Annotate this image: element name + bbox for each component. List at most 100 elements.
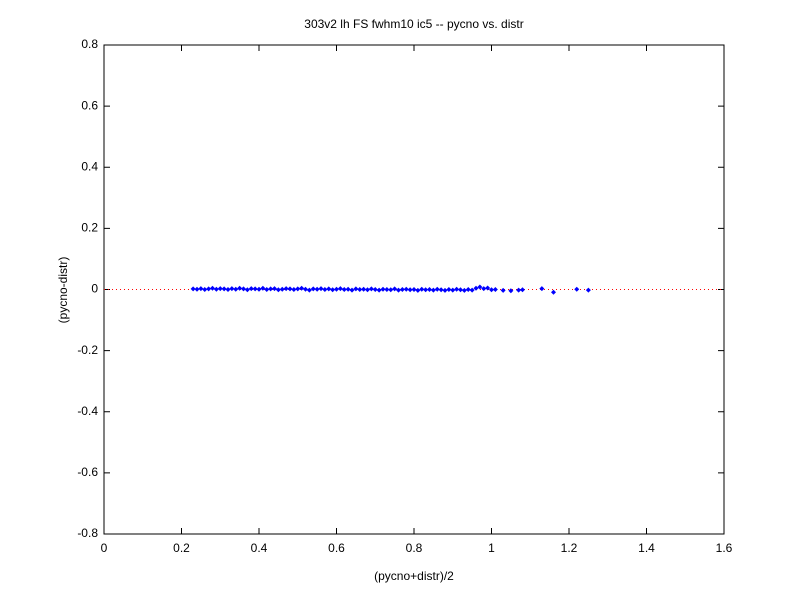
x-tick-label: 1.2: [561, 541, 578, 555]
x-tick-label: 0.8: [406, 541, 423, 555]
scatter-point: [450, 287, 456, 293]
scatter-point: [287, 286, 293, 292]
scatter-point: [403, 286, 409, 292]
scatter-point: [477, 284, 483, 290]
scatter-point: [427, 287, 432, 292]
scatter-point: [473, 285, 479, 291]
y-tick-label: 0.2: [81, 221, 98, 235]
scatter-point: [419, 286, 425, 292]
scatter-point: [442, 287, 448, 293]
scatter-point: [291, 287, 297, 292]
scatter-point: [233, 286, 239, 292]
scatter-point: [380, 286, 386, 292]
scatter-point: [368, 286, 374, 292]
scatter-point: [411, 287, 417, 292]
scatter-point: [237, 285, 243, 291]
x-axis-label: (pycno+distr)/2: [374, 569, 454, 583]
scatter-point: [345, 286, 351, 292]
scatter-point: [206, 286, 212, 292]
x-tick-label: 0.4: [251, 541, 268, 555]
scatter-point: [244, 287, 250, 293]
scatter-point: [306, 287, 312, 293]
scatter-point: [260, 285, 266, 291]
scatter-point: [574, 286, 580, 292]
scatter-point: [337, 286, 343, 292]
scatter-point: [469, 287, 475, 293]
scatter-point: [438, 287, 444, 293]
scatter-point: [500, 287, 506, 293]
scatter-point: [349, 287, 355, 293]
scatter-point: [318, 286, 324, 292]
y-axis-label: (pycno-distr): [56, 257, 70, 324]
scatter-point: [256, 286, 262, 292]
scatter-point: [283, 286, 289, 292]
y-tick-label: -0.4: [77, 404, 98, 418]
scatter-point: [353, 286, 359, 292]
scatter-point: [295, 286, 301, 292]
y-tick-label: 0.4: [81, 159, 98, 173]
scatter-point: [217, 286, 223, 292]
scatter-point: [190, 286, 196, 292]
scatter-point: [551, 289, 556, 295]
scatter-point: [465, 287, 471, 292]
scatter-point: [213, 286, 219, 292]
scatter-point: [279, 286, 285, 292]
scatter-point: [454, 286, 460, 292]
scatter-point: [539, 286, 545, 292]
scatter-point: [330, 287, 336, 293]
x-tick-label: 1: [488, 541, 495, 555]
scatter-point: [299, 285, 305, 291]
scatter-point: [268, 286, 274, 292]
scatter-point: [396, 287, 401, 293]
scatter-point: [399, 287, 405, 292]
y-tick-label: 0.6: [81, 98, 98, 112]
scatter-point: [461, 287, 467, 293]
scatter-point: [585, 287, 591, 293]
scatter-point: [310, 286, 316, 292]
scatter-point: [210, 285, 215, 291]
scatter-point: [423, 287, 429, 293]
y-tick-label: -0.8: [77, 526, 98, 540]
x-tick-label: 1.4: [638, 541, 655, 555]
scatter-point: [264, 287, 270, 292]
scatter-point: [446, 287, 452, 292]
scatter-point: [202, 287, 208, 292]
scatter-point: [229, 286, 235, 292]
scatter-point: [252, 286, 258, 292]
y-tick-label: -0.6: [77, 465, 98, 479]
x-tick-label: 0.6: [328, 541, 345, 555]
scatter-point: [492, 287, 498, 292]
scatter-point: [241, 286, 246, 292]
scatter-point: [415, 287, 421, 293]
y-tick-label: -0.2: [77, 343, 98, 357]
scatter-point: [430, 287, 436, 293]
scatter-point: [198, 286, 204, 292]
scatter-point: [388, 287, 394, 293]
y-tick-label: 0: [91, 282, 98, 296]
scatter-point: [357, 287, 363, 292]
x-tick-label: 0.2: [173, 541, 190, 555]
scatter-point: [384, 287, 390, 292]
scatter-point: [225, 287, 231, 292]
scatter-point: [392, 286, 398, 292]
scatter-point: [516, 287, 522, 293]
y-tick-label: 0.8: [81, 37, 98, 51]
scatter-point: [458, 287, 463, 293]
scatter-point: [361, 286, 367, 292]
scatter-point: [275, 287, 281, 293]
scatter-point: [508, 288, 514, 294]
scatter-point: [434, 286, 440, 292]
chart-title: 303v2 lh FS fwhm10 ic5 -- pycno vs. dist…: [304, 17, 523, 31]
scatter-point: [489, 287, 494, 293]
scatter-point: [248, 286, 254, 292]
scatter-point: [376, 287, 382, 293]
x-tick-label: 0: [101, 541, 108, 555]
scatter-point: [272, 286, 277, 292]
scatter-point: [365, 287, 370, 293]
scatter-point: [334, 286, 339, 292]
x-tick-label: 1.6: [716, 541, 733, 555]
scatter-point: [221, 286, 227, 292]
scatter-point: [322, 287, 328, 292]
